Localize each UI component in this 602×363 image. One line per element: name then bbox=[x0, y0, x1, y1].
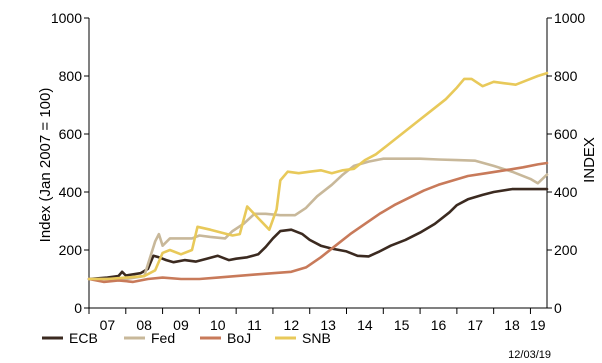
x-tick-label: 16 bbox=[431, 317, 447, 333]
y-ticks: 0 0 200 200 400 400 600 600 800 800 1000 1000 bbox=[51, 10, 586, 316]
y-tick-label-right: 1000 bbox=[554, 10, 585, 26]
legend-label-ecb: ECB bbox=[69, 330, 98, 346]
x-tick-label: 07 bbox=[100, 317, 116, 333]
x-tick-label: 18 bbox=[504, 317, 520, 333]
legend-label-snb: SNB bbox=[302, 330, 331, 346]
x-tick-label: 17 bbox=[467, 317, 483, 333]
series-line-snb bbox=[87, 71, 549, 281]
legend: ECB Fed BoJ SNB bbox=[42, 330, 331, 346]
y-tick-label-left: 400 bbox=[59, 184, 83, 200]
series-line-boj bbox=[87, 161, 549, 284]
y-tick-label-right: 0 bbox=[554, 300, 562, 316]
y-tick-label-left: 1000 bbox=[51, 10, 82, 26]
y-tick-label-left: 600 bbox=[59, 126, 83, 142]
x-tick-label: 09 bbox=[173, 317, 189, 333]
y-tick-label-left: 200 bbox=[59, 242, 83, 258]
x-tick-label: 12 bbox=[284, 317, 300, 333]
y-axis-title-left: Index (Jan 2007 = 100) bbox=[37, 88, 54, 243]
y-axis-title-right: INDEX bbox=[581, 137, 598, 183]
x-tick-label: 13 bbox=[320, 317, 336, 333]
x-tick-label: 14 bbox=[357, 317, 373, 333]
date-note: 12/03/19 bbox=[508, 349, 551, 361]
x-tick-label: 11 bbox=[247, 317, 262, 333]
series-line-fed bbox=[87, 157, 549, 281]
legend-label-fed: Fed bbox=[151, 330, 175, 346]
y-tick-label-right: 400 bbox=[554, 184, 578, 200]
y-tick-label-left: 800 bbox=[59, 68, 83, 84]
y-tick-label-right: 800 bbox=[554, 68, 578, 84]
series-line-ecb bbox=[87, 187, 549, 281]
legend-label-boj: BoJ bbox=[227, 330, 251, 346]
y-tick-label-right: 600 bbox=[554, 126, 578, 142]
x-tick-label: 08 bbox=[136, 317, 152, 333]
x-tick-label: 15 bbox=[394, 317, 410, 333]
x-tick-label: 10 bbox=[210, 317, 226, 333]
x-ticks: 07 08 09 10 11 12 13 14 15 16 17 18 19 bbox=[88, 308, 546, 333]
y-tick-label-right: 200 bbox=[554, 242, 578, 258]
x-tick-label: 19 bbox=[530, 317, 546, 333]
series-lines bbox=[87, 71, 549, 284]
y-tick-label-left: 0 bbox=[74, 300, 82, 316]
